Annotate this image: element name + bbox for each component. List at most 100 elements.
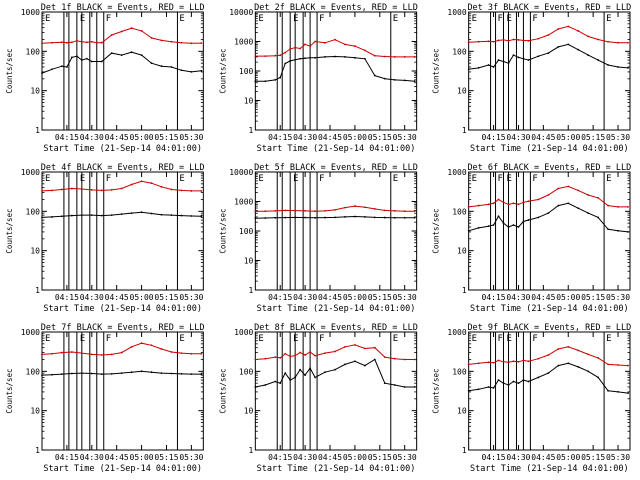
data-point-lld: [334, 350, 336, 353]
x-tick-label: 05:00: [130, 453, 154, 462]
x-tick-label: 04:15: [482, 133, 506, 142]
plot-frame: [468, 171, 631, 291]
data-point-events: [522, 57, 525, 60]
data-point-events: [41, 72, 43, 74]
x-tick-label: 04:45: [531, 453, 555, 462]
data-point-events: [477, 66, 480, 69]
data-point-events: [279, 382, 282, 385]
x-tick-label: 05:30: [606, 293, 630, 302]
state-label: E: [258, 334, 263, 344]
data-point-events: [314, 216, 316, 219]
data-point-lld: [65, 41, 68, 44]
data-point-lld: [51, 41, 53, 44]
data-point-events: [502, 222, 505, 225]
data-point-lld: [100, 41, 103, 44]
data-point-events: [70, 56, 73, 59]
data-point-events: [492, 66, 495, 68]
x-tick-label: 05:30: [179, 293, 203, 302]
plot-frame: [468, 11, 631, 131]
plot-frame: [41, 11, 204, 131]
data-point-lld: [413, 56, 416, 58]
data-point-lld: [497, 39, 500, 42]
x-axis-label: Start Time (21-Sep-14 04:01:00): [470, 304, 629, 314]
x-tick-label: 05:00: [556, 133, 580, 142]
y-tick-label: 1: [249, 446, 254, 455]
y-tick-label: 100: [239, 67, 254, 76]
y-axis-label: Counts/sec: [218, 368, 227, 413]
x-axis-label: Start Time (21-Sep-14 04:01:00): [43, 144, 202, 154]
data-point-lld: [467, 205, 470, 208]
plot-frame: [254, 11, 418, 131]
data-point-events: [507, 62, 510, 65]
y-axis-label: Counts/sec: [432, 368, 441, 413]
data-point-lld: [254, 210, 257, 213]
data-point-events: [344, 56, 346, 58]
data-point-lld: [557, 348, 560, 350]
data-point-events: [344, 363, 346, 366]
data-point-lld: [597, 356, 600, 359]
data-point-events: [492, 224, 495, 226]
data-point-lld: [274, 210, 277, 212]
y-axis-label: Counts/sec: [432, 48, 441, 93]
data-point-lld: [334, 208, 336, 211]
y-axis-label: Counts/sec: [5, 48, 14, 93]
data-point-lld: [130, 345, 133, 348]
data-point-lld: [95, 41, 98, 44]
data-point-lld: [487, 40, 490, 43]
state-label: E: [45, 334, 50, 344]
state-label: E: [393, 14, 398, 24]
data-point-lld: [492, 361, 495, 364]
data-point-lld: [170, 40, 173, 43]
data-point-lld: [577, 30, 580, 32]
data-point-events: [477, 226, 480, 229]
data-point-lld: [403, 56, 406, 58]
y-tick-label: 10: [457, 247, 467, 256]
data-point-lld: [140, 30, 143, 32]
state-label: E: [393, 334, 398, 344]
data-point-events: [557, 364, 560, 367]
data-point-events: [567, 362, 570, 365]
data-point-events: [527, 219, 530, 221]
data-point-events: [95, 60, 98, 63]
data-point-lld: [51, 189, 53, 192]
data-point-events: [314, 56, 316, 59]
data-point-lld: [527, 39, 530, 42]
data-point-lld: [577, 349, 580, 352]
x-tick-label: 04:45: [105, 293, 129, 302]
data-point-events: [264, 217, 267, 219]
data-point-lld: [522, 39, 525, 42]
y-axis-label: Counts/sec: [5, 208, 14, 253]
data-point-events: [304, 216, 307, 219]
y-tick-label: 1000: [21, 8, 40, 17]
data-point-lld: [70, 351, 73, 353]
y-axis-label: Counts/sec: [5, 368, 14, 413]
data-point-lld: [150, 182, 153, 185]
data-point-events: [497, 215, 500, 218]
data-point-events: [467, 68, 470, 71]
data-point-events: [309, 367, 312, 370]
data-point-lld: [51, 352, 53, 355]
data-point-events: [363, 216, 366, 218]
data-point-lld: [294, 46, 297, 49]
chart-title: Det 4f BLACK = Events, RED = LLD: [41, 163, 205, 173]
x-tick-label: 04:15: [268, 293, 292, 302]
state-label: E: [179, 174, 184, 184]
data-point-lld: [403, 210, 406, 213]
data-point-events: [51, 68, 53, 71]
data-point-events: [537, 216, 540, 219]
data-point-events: [314, 376, 316, 379]
data-point-lld: [304, 43, 307, 46]
data-point-events: [180, 69, 183, 72]
data-point-lld: [587, 353, 590, 356]
data-point-lld: [477, 40, 480, 43]
y-tick-label: 100: [452, 47, 467, 56]
y-axis-label: Counts/sec: [432, 208, 441, 253]
data-point-lld: [110, 189, 113, 191]
x-tick-label: 05:15: [368, 293, 392, 302]
x-axis-label: Start Time (21-Sep-14 04:01:00): [43, 304, 202, 314]
data-point-lld: [477, 204, 480, 207]
state-label: F: [532, 174, 537, 184]
y-tick-label: 1: [462, 446, 467, 455]
